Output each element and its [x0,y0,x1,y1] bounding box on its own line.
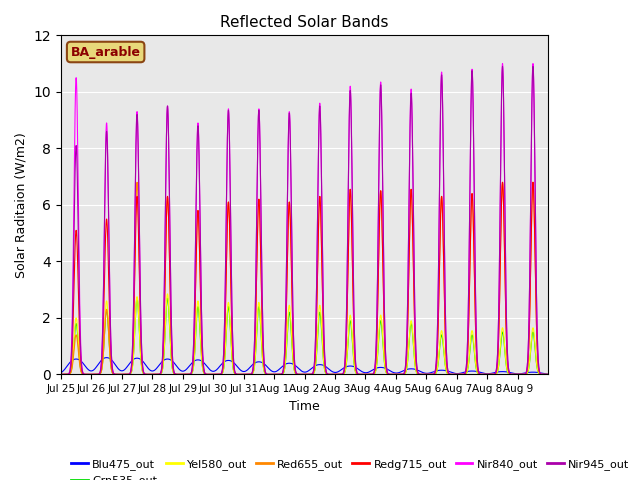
Y-axis label: Solar Raditaion (W/m2): Solar Raditaion (W/m2) [15,132,28,278]
Nir945_out [158,363,166,369]
Blu475_out [103,355,111,360]
Red655_out [438,193,445,199]
Blu475_out [158,359,166,364]
Blu475_out [438,367,445,373]
Blu475_out [348,363,356,369]
Yel580_out [438,328,445,334]
Yel580_out [545,372,552,377]
Nir840_out [57,372,65,377]
Red655_out [529,180,537,185]
Red655_out [545,372,552,377]
Nir840_out [438,70,445,75]
Nir945_out [322,368,330,374]
Nir840_out [322,368,330,374]
Nir840_out [348,183,356,189]
Nir840_out [545,372,552,377]
Grn535_out [323,371,330,377]
Blu475_out [462,369,470,375]
Nir945_out [461,369,469,374]
Line: Grn535_out: Grn535_out [61,298,548,374]
Yel580_out [158,369,166,375]
Grn535_out [158,369,166,374]
Blu475_out [474,369,482,375]
Redg715_out [529,180,537,185]
Nir840_out [529,60,537,66]
Yel580_out [323,371,330,376]
Nir945_out [57,372,65,377]
Red655_out [348,251,356,256]
Red655_out [474,369,482,374]
Grn535_out [438,332,445,338]
Yel580_out [348,335,356,340]
Redg715_out [158,366,166,372]
Red655_out [461,370,469,375]
Red655_out [322,369,330,375]
Redg715_out [57,372,65,377]
Redg715_out [438,193,445,199]
Nir945_out [438,72,445,78]
Yel580_out [164,291,172,297]
Redg715_out [322,369,330,375]
Title: Reflected Solar Bands: Reflected Solar Bands [220,15,388,30]
Blu475_out [323,364,330,370]
Blu475_out [57,370,65,376]
Redg715_out [348,251,356,256]
Grn535_out [57,372,65,377]
Redg715_out [461,370,469,375]
Nir840_out [461,369,469,374]
Line: Blu475_out: Blu475_out [61,358,548,374]
Red655_out [158,366,166,372]
Nir840_out [474,367,482,372]
Grn535_out [545,372,552,377]
X-axis label: Time: Time [289,400,320,413]
Line: Nir945_out: Nir945_out [61,66,548,374]
Legend: Blu475_out, Grn535_out, Yel580_out, Red655_out, Redg715_out, Nir840_out, Nir945_: Blu475_out, Grn535_out, Yel580_out, Red6… [67,455,634,480]
Grn535_out [462,371,470,377]
Nir945_out [348,186,356,192]
Nir840_out [158,363,166,369]
Yel580_out [57,372,65,377]
Line: Redg715_out: Redg715_out [61,182,548,374]
Nir945_out [529,63,537,69]
Nir945_out [474,367,482,372]
Yel580_out [462,371,470,377]
Grn535_out [133,295,141,301]
Blu475_out [545,371,552,377]
Red655_out [57,372,65,377]
Line: Red655_out: Red655_out [61,182,548,374]
Nir945_out [545,372,552,377]
Text: BA_arable: BA_arable [70,46,141,59]
Line: Nir840_out: Nir840_out [61,63,548,374]
Grn535_out [474,371,482,377]
Yel580_out [474,371,482,377]
Redg715_out [545,372,552,377]
Grn535_out [348,338,356,344]
Redg715_out [474,369,482,374]
Line: Yel580_out: Yel580_out [61,294,548,374]
